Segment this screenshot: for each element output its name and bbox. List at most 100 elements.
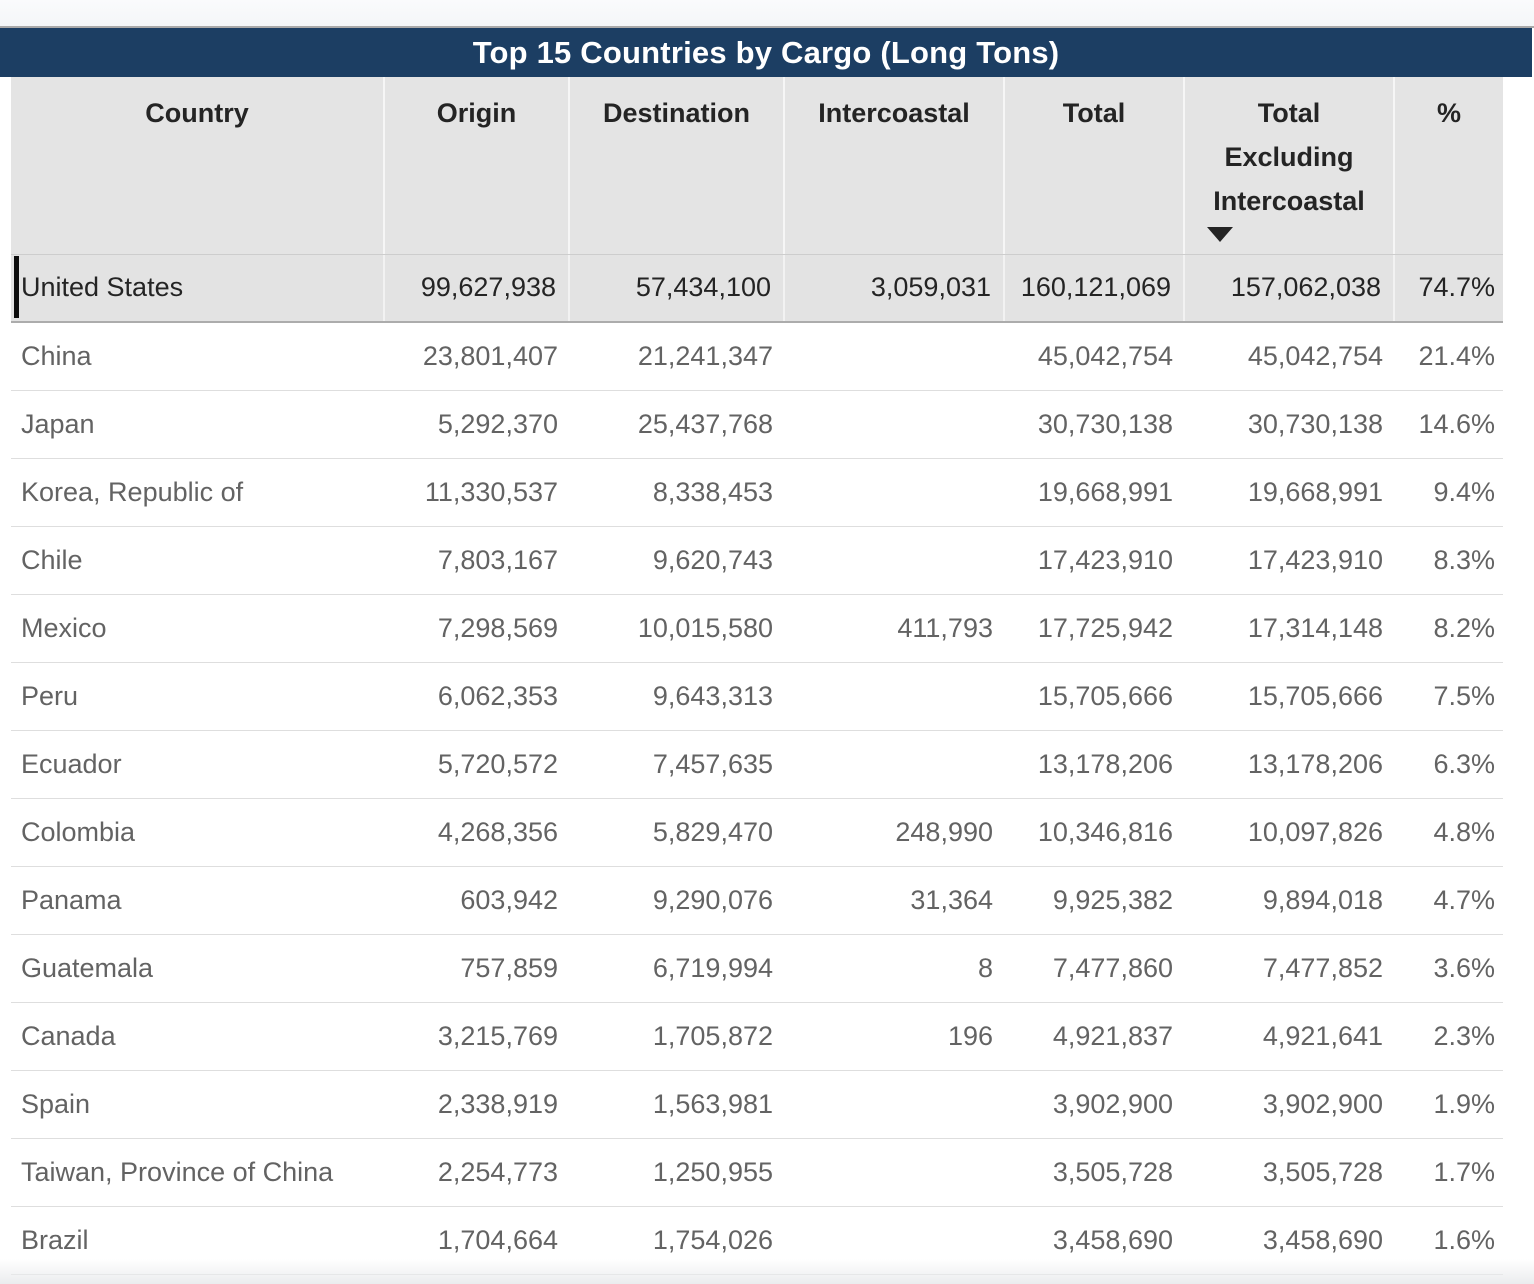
cell-total-excluding-intercoastal: 19,668,991: [1247, 477, 1383, 507]
cell-intercoastal: [785, 391, 1005, 458]
cell-total-excluding-intercoastal: 3,505,728: [1262, 1157, 1383, 1187]
cell-total: 45,042,754: [1037, 341, 1173, 371]
cell-origin: 4,268,356: [437, 817, 558, 847]
cell-intercoastal: 411,793: [897, 613, 993, 643]
cell-intercoastal: 8: [977, 953, 993, 983]
cell-total: 4,921,837: [1052, 1021, 1173, 1051]
cell-percent: 6.3%: [1433, 749, 1495, 779]
table-row[interactable]: Ecuador 5,720,572 7,457,635 13,178,206 1…: [11, 731, 1503, 799]
cell-country: Guatemala: [21, 953, 154, 983]
cell-intercoastal: [785, 663, 1005, 730]
cell-intercoastal: 31,364: [910, 885, 993, 915]
column-header-total[interactable]: Total: [1005, 77, 1185, 254]
table-row[interactable]: Brazil 1,704,664 1,754,026 3,458,690 3,4…: [11, 1207, 1503, 1275]
column-header-country[interactable]: Country: [11, 77, 385, 254]
cell-total-excluding-intercoastal: 4,921,641: [1262, 1021, 1383, 1051]
cell-origin: 7,298,569: [437, 613, 558, 643]
table-row[interactable]: Japan 5,292,370 25,437,768 30,730,138 30…: [11, 391, 1503, 459]
cell-percent: 8.3%: [1433, 545, 1495, 575]
cell-intercoastal: [785, 1071, 1005, 1138]
cell-destination: 1,705,872: [652, 1021, 773, 1051]
cell-percent: 74.7%: [1418, 272, 1495, 302]
column-header-percent[interactable]: %: [1395, 77, 1503, 254]
column-header-label: Origin: [436, 98, 517, 128]
cell-destination: 9,290,076: [652, 885, 773, 915]
cell-country: Colombia: [21, 817, 136, 847]
cell-percent: 1.9%: [1433, 1089, 1495, 1119]
cell-percent: 3.6%: [1433, 953, 1495, 983]
cell-country: Mexico: [21, 613, 107, 643]
cell-total-excluding-intercoastal: 7,477,852: [1262, 953, 1383, 983]
table-row[interactable]: Spain 2,338,919 1,563,981 3,902,900 3,90…: [11, 1071, 1503, 1139]
cell-destination: 6,719,994: [652, 953, 773, 983]
cell-percent: 4.8%: [1433, 817, 1495, 847]
cell-destination: 57,434,100: [570, 255, 785, 321]
cell-origin: 5,292,370: [437, 409, 558, 439]
cell-total-excluding-intercoastal: 9,894,018: [1262, 885, 1383, 915]
table-row[interactable]: Korea, Republic of 11,330,537 8,338,453 …: [11, 459, 1503, 527]
cell-total-excluding-intercoastal: 13,178,206: [1247, 749, 1383, 779]
table-row[interactable]: Chile 7,803,167 9,620,743 17,423,910 17,…: [11, 527, 1503, 595]
cell-total-excluding-intercoastal: 45,042,754: [1247, 341, 1383, 371]
cell-origin: 2,338,919: [437, 1089, 558, 1119]
cell-destination: 9,620,743: [652, 545, 773, 575]
cell-destination: 8,338,453: [652, 477, 773, 507]
cell-total: 30,730,138: [1037, 409, 1173, 439]
cell-intercoastal: [785, 1139, 1005, 1206]
cell-total-excluding-intercoastal: 3,902,900: [1262, 1089, 1383, 1119]
table-row[interactable]: United States 99,627,938 57,434,100 3,05…: [11, 255, 1503, 323]
cell-destination: 25,437,768: [637, 409, 773, 439]
table-title: Top 15 Countries by Cargo (Long Tons): [472, 34, 1060, 70]
cell-intercoastal: 3,059,031: [785, 255, 1005, 321]
cell-country: Canada: [21, 1021, 116, 1051]
table-title-bar: Top 15 Countries by Cargo (Long Tons): [0, 28, 1532, 77]
window-top-strip: [0, 0, 1534, 28]
cell-origin: 6,062,353: [437, 681, 558, 711]
cell-country: Brazil: [21, 1225, 89, 1255]
column-header-label: Total Excluding Intercoastal: [1213, 98, 1365, 216]
cell-total-excluding-intercoastal: 10,097,826: [1247, 817, 1383, 847]
table-body: United States 99,627,938 57,434,100 3,05…: [11, 255, 1503, 1275]
cargo-table: Country Origin Destination Intercoastal …: [11, 77, 1503, 1275]
table-row[interactable]: Peru 6,062,353 9,643,313 15,705,666 15,7…: [11, 663, 1503, 731]
cell-origin: 5,720,572: [437, 749, 558, 779]
cell-total-excluding-intercoastal: 17,314,148: [1247, 613, 1383, 643]
cell-destination: 1,754,026: [652, 1225, 773, 1255]
cell-intercoastal: [785, 459, 1005, 526]
cell-percent: 14.6%: [1418, 409, 1495, 439]
cell-origin: 757,859: [460, 953, 558, 983]
cell-country: China: [21, 341, 92, 371]
column-header-destination[interactable]: Destination: [570, 77, 785, 254]
cell-destination: 9,643,313: [652, 681, 773, 711]
cell-origin: 7,803,167: [437, 545, 558, 575]
table-row[interactable]: Mexico 7,298,569 10,015,580 411,793 17,7…: [11, 595, 1503, 663]
cell-country: Taiwan, Province of China: [21, 1157, 334, 1187]
table-row[interactable]: China 23,801,407 21,241,347 45,042,754 4…: [11, 323, 1503, 391]
cell-origin: 3,215,769: [437, 1021, 558, 1051]
cell-percent: 8.2%: [1433, 613, 1495, 643]
column-header-label: Destination: [602, 98, 750, 128]
cell-intercoastal: [785, 731, 1005, 798]
table-row[interactable]: Panama 603,942 9,290,076 31,364 9,925,38…: [11, 867, 1503, 935]
column-header-label: Total: [1062, 98, 1126, 128]
cell-intercoastal: [785, 323, 1005, 390]
cell-intercoastal: [785, 1207, 1005, 1274]
table-row[interactable]: Colombia 4,268,356 5,829,470 248,990 10,…: [11, 799, 1503, 867]
column-header-origin[interactable]: Origin: [385, 77, 570, 254]
column-header-total-excluding-intercoastal[interactable]: Total Excluding Intercoastal: [1185, 77, 1395, 254]
table-row[interactable]: Taiwan, Province of China 2,254,773 1,25…: [11, 1139, 1503, 1207]
cell-destination: 21,241,347: [637, 341, 773, 371]
table-row[interactable]: Canada 3,215,769 1,705,872 196 4,921,837…: [11, 1003, 1503, 1071]
cell-origin: 11,330,537: [424, 477, 558, 507]
table-header-row: Country Origin Destination Intercoastal …: [11, 77, 1503, 255]
cell-total: 15,705,666: [1037, 681, 1173, 711]
column-header-intercoastal[interactable]: Intercoastal: [785, 77, 1005, 254]
cell-total-excluding-intercoastal: 15,705,666: [1247, 681, 1383, 711]
cell-total: 9,925,382: [1052, 885, 1173, 915]
table-row[interactable]: Guatemala 757,859 6,719,994 8 7,477,860 …: [11, 935, 1503, 1003]
cell-country: Korea, Republic of: [21, 477, 244, 507]
cell-country: Peru: [21, 681, 79, 711]
cell-intercoastal: 196: [947, 1021, 993, 1051]
cell-country: United States: [11, 255, 385, 321]
cell-destination: 1,250,955: [652, 1157, 773, 1187]
